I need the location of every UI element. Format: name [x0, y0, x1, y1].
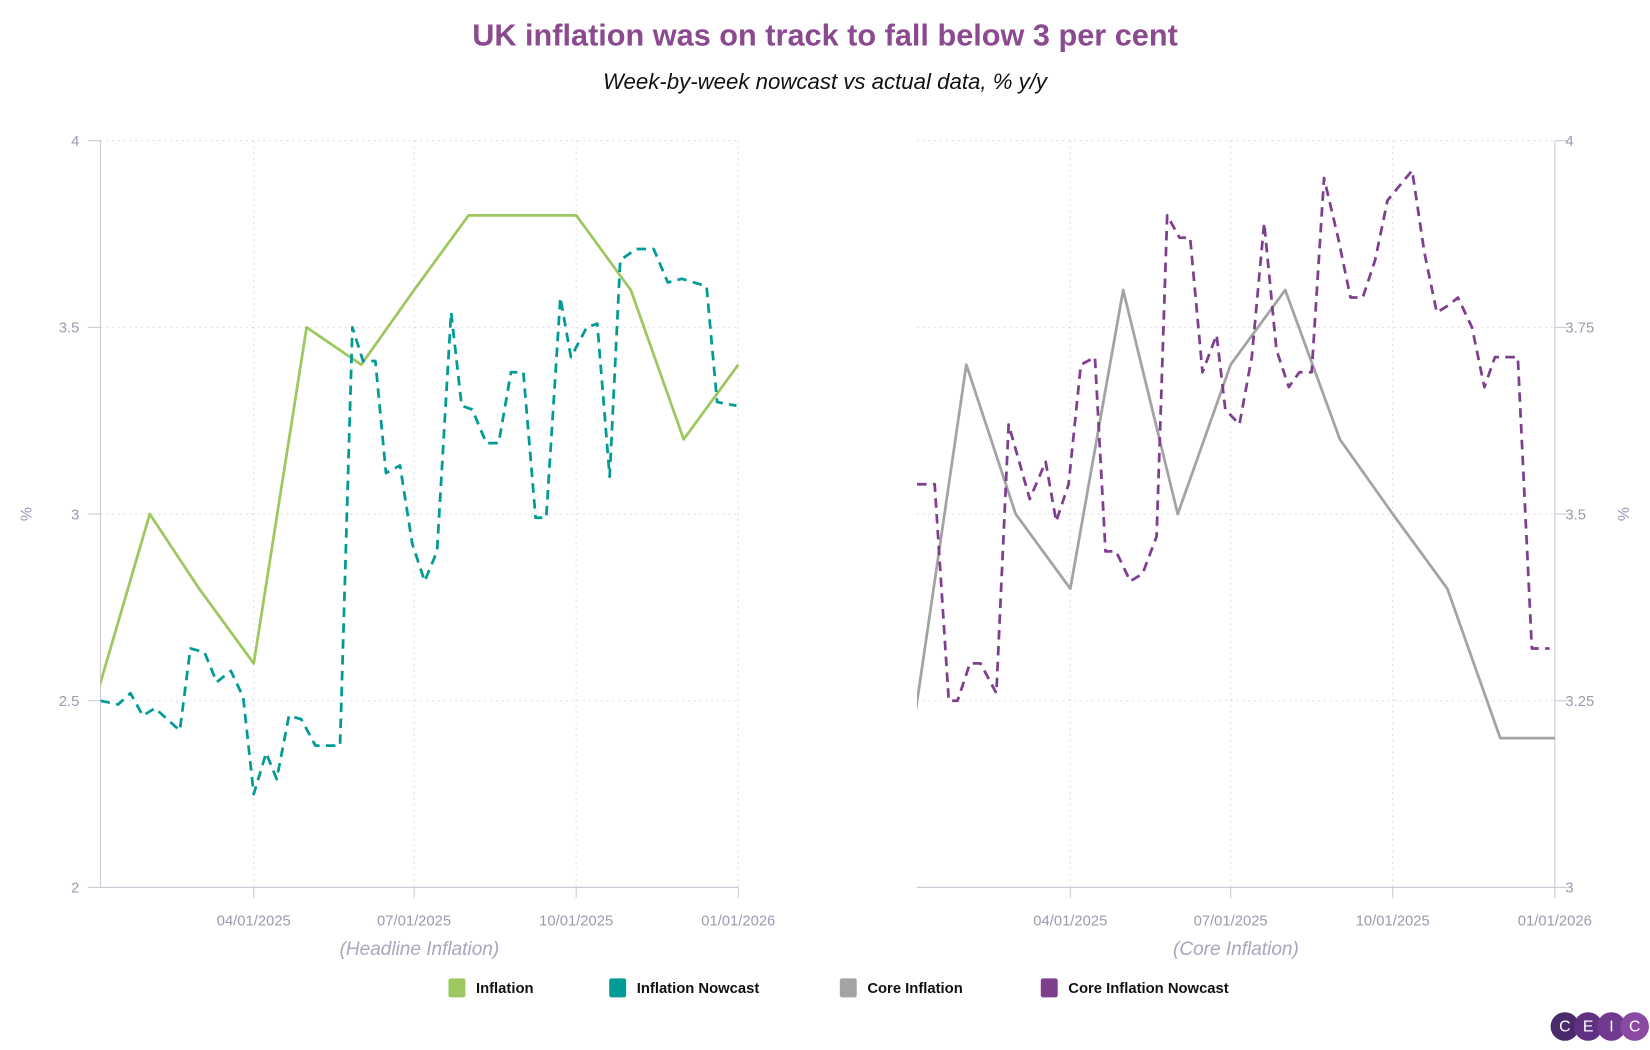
y-tick-label: 3 — [71, 507, 79, 523]
chart-subtitle: Week-by-week nowcast vs actual data, % y… — [602, 69, 1048, 95]
ceic-logo: C E I C — [1550, 1012, 1649, 1041]
y-tick-label: 4 — [1565, 134, 1573, 150]
x-tick-label: 07/01/2025 — [377, 913, 451, 929]
chart-panel-1: 3 3.25 3.5 3.75 4 04/01/2025 07/01/2025 10/01/2… — [917, 134, 1633, 960]
legend-item-core-inflation-nowcast[interactable]: Core Inflation Nowcast — [1040, 978, 1229, 998]
legend-swatch — [609, 978, 627, 998]
x-axis-title: (Headline Inflation) — [340, 939, 500, 960]
y-tick-label: 3.75 — [1565, 321, 1594, 337]
y-tick-label: 3.5 — [1565, 507, 1586, 523]
x-axis-title: (Core Inflation) — [1173, 939, 1299, 960]
legend-label: Inflation Nowcast — [636, 979, 760, 997]
legend-swatch — [448, 978, 466, 998]
legend-label: Inflation — [475, 979, 534, 997]
y-axis-title: % — [1616, 507, 1633, 521]
y-tick-label: 3.25 — [1565, 694, 1594, 710]
y-tick-label: 3.5 — [59, 321, 80, 337]
y-tick-label: 2.5 — [59, 694, 80, 710]
chart-title: UK inflation was on track to fall below … — [472, 19, 1178, 53]
logo-letter: C — [1620, 1012, 1649, 1041]
legend-label: Core Inflation — [867, 979, 963, 997]
chart-panel-0: 2 2.5 3 3.5 4 04/01/2025 07/01/2025 10/01/2025 0… — [19, 134, 776, 960]
y-axis-title: % — [19, 507, 36, 521]
x-tick-label: 10/01/2025 — [539, 913, 613, 929]
series-line-core-inflation-nowcast — [917, 169, 1550, 703]
y-tick-label: 4 — [71, 134, 79, 150]
x-tick-label: 07/01/2025 — [1194, 913, 1268, 929]
series-group — [917, 169, 1555, 740]
legend-item-inflation-nowcast[interactable]: Inflation Nowcast — [609, 978, 760, 998]
series-line-core-inflation — [917, 288, 1555, 740]
x-tick-label: 01/01/2026 — [1518, 913, 1592, 929]
x-tick-label: 04/01/2025 — [1033, 913, 1107, 929]
legend-label: Core Inflation Nowcast — [1068, 979, 1229, 997]
series-group — [100, 213, 740, 796]
legend: Inflation Inflation Nowcast Core Inflati… — [0, 978, 1650, 1001]
y-tick-label: 3 — [1565, 881, 1573, 897]
series-line-inflation — [100, 213, 740, 688]
series-line-inflation-nowcast — [100, 247, 737, 796]
legend-item-core-inflation[interactable]: Core Inflation — [839, 978, 963, 998]
y-tick-label: 2 — [71, 881, 79, 897]
legend-swatch — [1040, 978, 1058, 998]
x-tick-label: 01/01/2026 — [701, 913, 775, 929]
legend-swatch — [839, 978, 857, 998]
x-tick-label: 10/01/2025 — [1356, 913, 1430, 929]
x-tick-label: 04/01/2025 — [217, 913, 291, 929]
legend-item-inflation[interactable]: Inflation — [448, 978, 534, 998]
